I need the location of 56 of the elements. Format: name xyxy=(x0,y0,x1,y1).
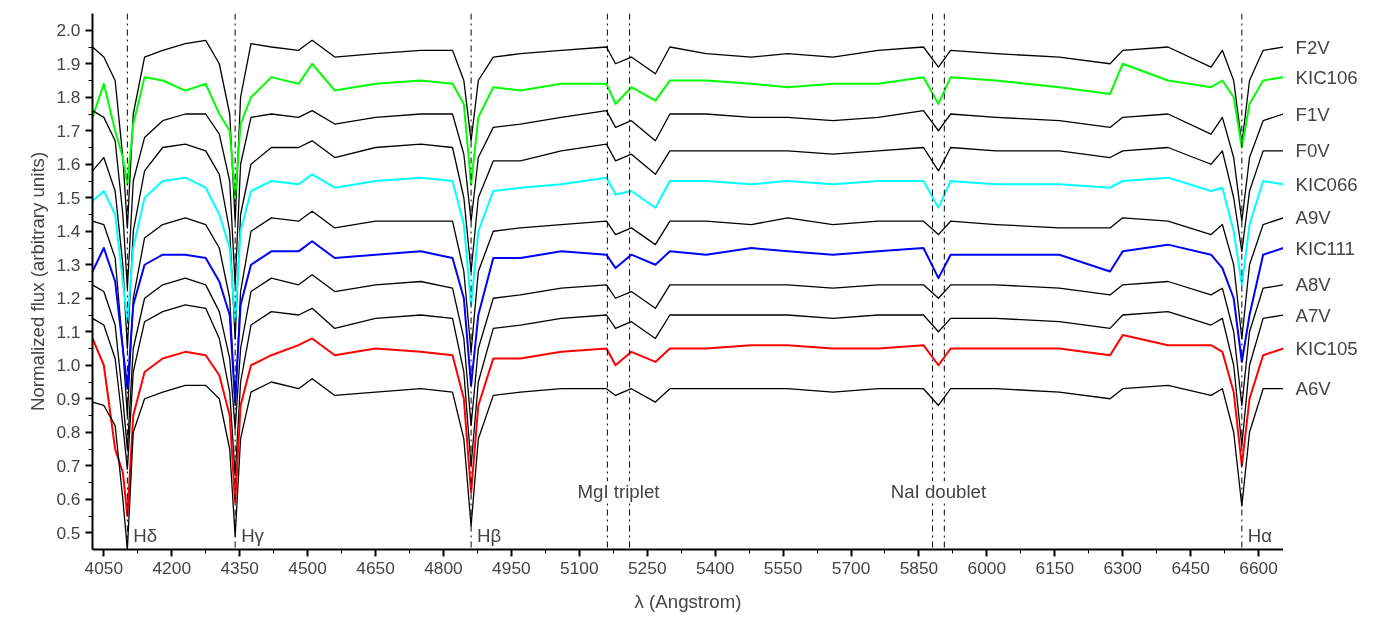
series-label: KIC111 xyxy=(1295,237,1355,259)
series-label: A6V xyxy=(1295,378,1332,400)
series-label: A7V xyxy=(1295,304,1332,326)
x-tick-label: 4650 xyxy=(356,557,395,578)
ref-line-label: Hδ xyxy=(133,524,158,546)
y-axis-title: Normalized flux (arbitrary units) xyxy=(27,151,49,412)
x-tick-label: 4500 xyxy=(288,557,327,578)
ref-line-label: Hγ xyxy=(241,524,265,546)
x-axis-title: λ (Angstrom) xyxy=(634,590,742,612)
y-tick-label: 1.7 xyxy=(56,120,81,141)
y-tick-label: 0.9 xyxy=(56,388,81,409)
x-tick-label: 4050 xyxy=(84,557,124,578)
annotation: MgI triplet xyxy=(577,481,661,502)
line-series xyxy=(92,334,1283,517)
x-tick-label: 5550 xyxy=(763,557,803,578)
y-tick-label: 0.5 xyxy=(56,522,81,543)
y-tick-label: 1.6 xyxy=(56,154,81,175)
y-tick-label: 2.0 xyxy=(56,20,81,41)
x-tick-label: 4950 xyxy=(492,557,531,578)
line-series xyxy=(92,62,1283,199)
series-label: KIC066 xyxy=(1295,173,1358,195)
y-tick-label: 0.6 xyxy=(56,489,81,510)
x-tick-label: 4350 xyxy=(220,557,259,578)
x-tick-label: 4200 xyxy=(152,557,192,578)
y-tick-label: 1.2 xyxy=(56,288,81,309)
y-tick-label: 1.0 xyxy=(56,355,81,376)
x-tick-label: 6000 xyxy=(967,557,1007,578)
line-series xyxy=(92,173,1283,323)
y-tick-label: 0.7 xyxy=(56,455,81,476)
x-tick-label: 5250 xyxy=(627,557,667,578)
series-label: F0V xyxy=(1295,140,1331,162)
x-tick-label: 5850 xyxy=(899,557,939,578)
y-tick-label: 0.8 xyxy=(56,422,81,443)
series-label: F2V xyxy=(1295,36,1331,58)
x-tick-label: 5100 xyxy=(560,557,599,578)
y-tick-label: 1.1 xyxy=(56,321,81,342)
series-label: KIC105 xyxy=(1295,338,1358,359)
x-tick-label: 5700 xyxy=(831,557,871,578)
y-tick-label: 1.4 xyxy=(56,221,81,242)
y-tick-label: 1.9 xyxy=(56,53,81,74)
x-tick-label: 6600 xyxy=(1239,557,1278,578)
y-tick-label: 1.3 xyxy=(56,254,81,275)
series-label: F1V xyxy=(1295,103,1331,125)
series-label: KIC106 xyxy=(1295,66,1358,88)
series-label: A8V xyxy=(1295,274,1332,296)
x-tick-label: 4800 xyxy=(424,557,463,578)
ref-line-label: Hα xyxy=(1247,524,1273,546)
x-tick-label: 6450 xyxy=(1171,557,1210,578)
annotation: NaI doublet xyxy=(890,481,987,502)
y-tick-label: 1.5 xyxy=(56,187,81,208)
x-tick-label: 6150 xyxy=(1035,557,1075,578)
x-tick-label: 6300 xyxy=(1103,557,1143,578)
ref-line-label: Hβ xyxy=(477,524,502,546)
series-label: A9V xyxy=(1295,207,1332,229)
y-tick-label: 1.8 xyxy=(56,87,81,108)
x-tick-label: 5400 xyxy=(695,557,735,578)
